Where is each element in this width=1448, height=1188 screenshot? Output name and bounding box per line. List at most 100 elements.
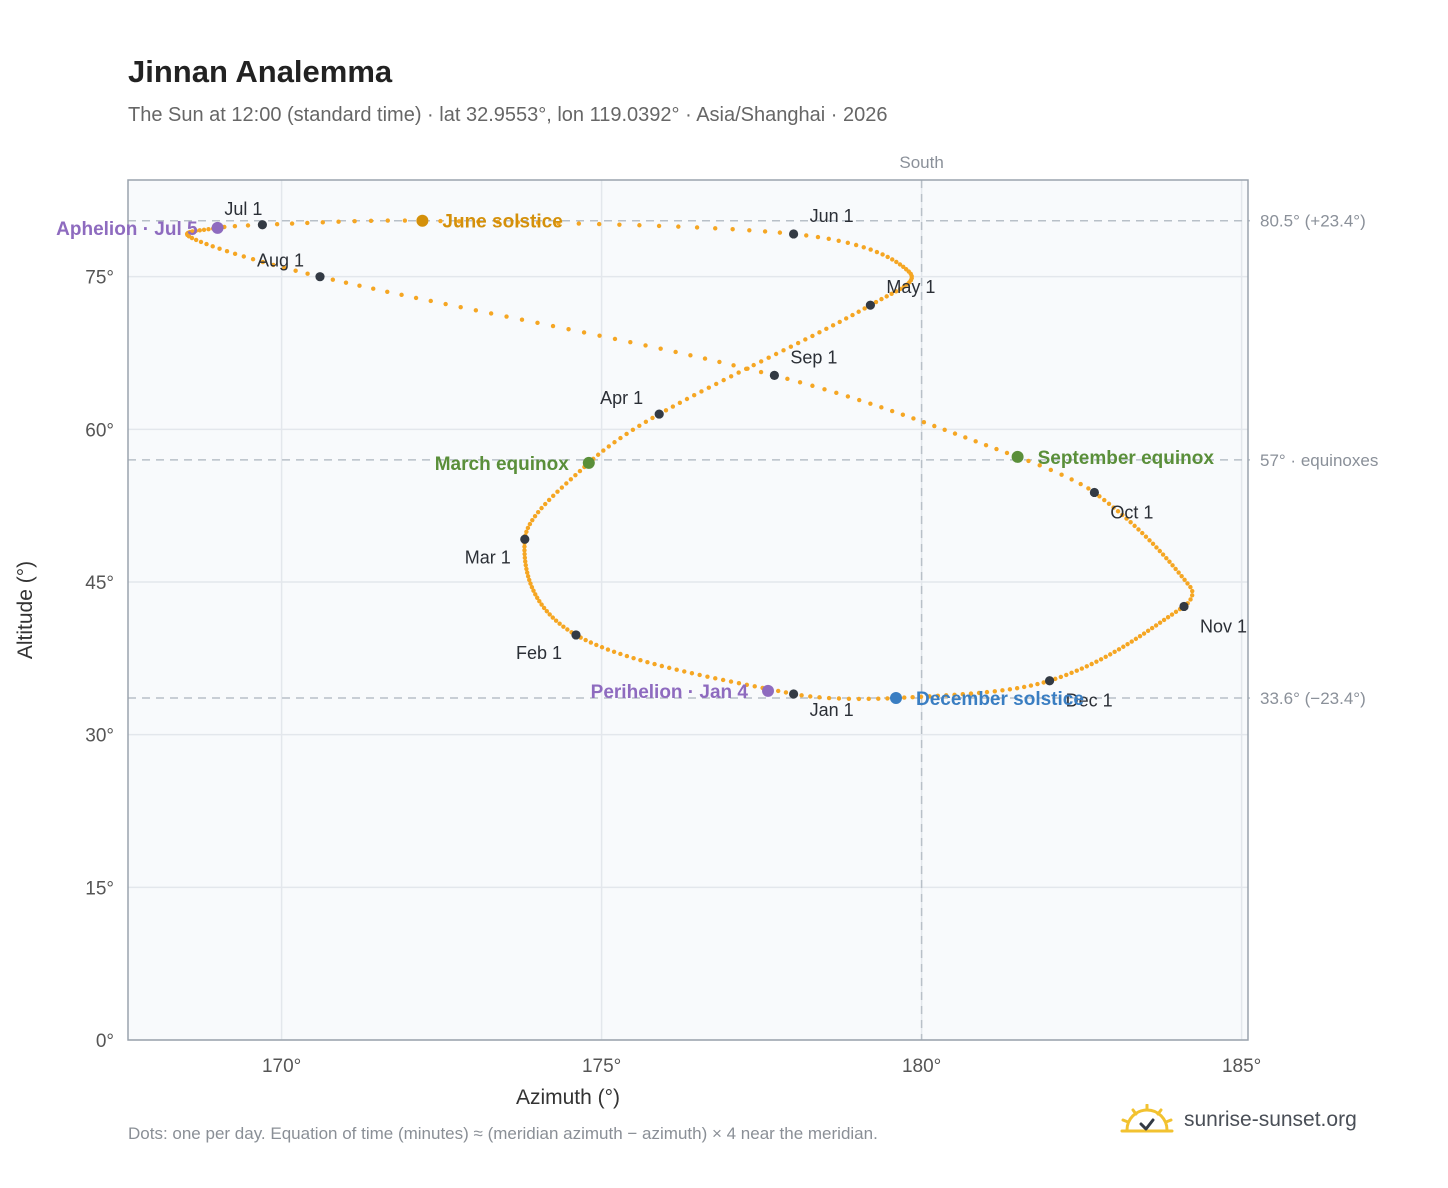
- daily-sun-dot: [927, 694, 932, 699]
- daily-sun-dot: [944, 693, 949, 698]
- daily-sun-dot: [837, 319, 842, 325]
- daily-sun-dot: [845, 240, 851, 246]
- daily-sun-dot: [1041, 680, 1046, 685]
- daily-sun-dot: [488, 311, 494, 316]
- daily-sun-dot: [1157, 548, 1163, 554]
- daily-sun-dot: [612, 336, 618, 342]
- daily-sun-dot: [293, 268, 298, 273]
- daily-sun-dot: [1154, 545, 1159, 550]
- brand[interactable]: sunrise-sunset.org: [1120, 1104, 1357, 1136]
- daily-sun-dot: [903, 267, 909, 272]
- daily-sun-dot: [822, 387, 827, 392]
- daily-sun-dot: [1188, 584, 1193, 590]
- daily-sun-dot: [880, 252, 885, 257]
- daily-sun-dot: [1140, 530, 1145, 536]
- daily-sun-dot: [1028, 683, 1034, 688]
- month-marker-label: Sep 1: [790, 347, 837, 367]
- daily-sun-dot: [528, 581, 533, 586]
- daily-sun-dot: [826, 236, 831, 242]
- daily-sun-dot: [857, 397, 862, 403]
- daily-sun-dot: [1189, 593, 1195, 598]
- daily-sun-dot: [713, 676, 718, 681]
- daily-sun-dot: [193, 228, 199, 234]
- daily-sun-dot: [1069, 670, 1074, 676]
- month-marker-dot: [1089, 487, 1099, 498]
- daily-sun-dot: [689, 671, 695, 676]
- daily-sun-dot: [1136, 527, 1141, 532]
- daily-sun-dot: [522, 551, 527, 557]
- daily-sun-dot: [1129, 639, 1134, 644]
- daily-sun-dot: [861, 245, 866, 250]
- plot-frame: [127, 179, 1249, 1041]
- daily-sun-dot: [902, 695, 907, 700]
- month-marker-dot: [315, 272, 325, 282]
- daily-sun-dot: [983, 442, 989, 448]
- daily-sun-dot: [561, 624, 566, 629]
- daily-sun-dot: [210, 244, 215, 249]
- daily-sun-dot: [368, 218, 374, 224]
- daily-sun-dot: [539, 602, 544, 607]
- daily-sun-dot: [535, 320, 540, 326]
- daily-sun-dot: [428, 298, 433, 304]
- month-marker-dot: [654, 409, 664, 419]
- daily-sun-dot: [289, 221, 295, 226]
- daily-sun-dot: [1150, 541, 1156, 547]
- month-marker-dot: [571, 630, 581, 640]
- daily-sun-dot: [224, 249, 230, 254]
- daily-sun-dot: [541, 605, 547, 611]
- daily-sun-dot: [1161, 617, 1167, 623]
- daily-sun-dot: [866, 696, 871, 702]
- daily-sun-dot: [523, 559, 528, 564]
- daily-sun-dot: [1059, 472, 1064, 477]
- event-marker-label: March equinox: [435, 454, 570, 475]
- daily-sun-dot: [305, 220, 310, 226]
- month-marker-label: Feb 1: [516, 643, 562, 663]
- daily-sun-dot: [250, 257, 256, 262]
- daily-sun-dot: [1143, 534, 1149, 539]
- month-marker-dot: [257, 220, 267, 230]
- daily-sun-dot: [773, 351, 779, 357]
- daily-sun-dot: [682, 669, 687, 674]
- daily-sun-dot: [659, 663, 665, 669]
- x-tick-label: 180°: [902, 1056, 941, 1077]
- daily-sun-dot: [731, 363, 736, 368]
- y-axis-title: Altitude (°): [14, 561, 37, 659]
- daily-sun-dot: [1132, 523, 1137, 529]
- daily-sun-dot: [1157, 620, 1163, 625]
- daily-sun-dot: [992, 689, 997, 694]
- daily-sun-dot: [879, 405, 884, 410]
- daily-sun-dot: [336, 219, 341, 224]
- daily-sun-dot: [736, 681, 742, 686]
- event-marker-label: December solstice: [916, 689, 1084, 710]
- month-marker-dot: [789, 229, 799, 239]
- daily-sun-dot: [618, 651, 623, 657]
- daily-sun-dot: [274, 222, 280, 227]
- month-marker-label: Dec 1: [1066, 691, 1113, 711]
- daily-sun-dot: [443, 301, 448, 307]
- daily-sun-dot: [691, 393, 697, 398]
- daily-sun-dot: [845, 394, 851, 399]
- daily-sun-dot: [547, 612, 552, 617]
- month-marker-label: May 1: [886, 277, 935, 297]
- daily-sun-dot: [783, 690, 789, 695]
- daily-sun-dot: [721, 377, 726, 383]
- daily-sun-dot: [559, 485, 565, 490]
- daily-sun-dot: [830, 323, 836, 328]
- daily-sun-dot: [762, 229, 768, 234]
- daily-sun-dot: [596, 221, 602, 227]
- daily-sun-dot: [1094, 659, 1099, 664]
- daily-sun-dot: [876, 696, 881, 701]
- month-marker-dot: [769, 370, 780, 381]
- sun-logo-icon: [1120, 1104, 1174, 1133]
- daily-sun-dot: [577, 468, 583, 474]
- daily-sun-dot: [551, 493, 556, 499]
- event-marker-dot: [211, 221, 224, 234]
- daily-sun-dot: [1035, 681, 1040, 687]
- month-marker-label: Aug 1: [257, 251, 304, 271]
- daily-sun-dot: [694, 225, 700, 230]
- daily-sun-dot: [1004, 450, 1010, 456]
- daily-sun-dot: [330, 277, 336, 282]
- daily-sun-dot: [524, 566, 529, 572]
- daily-sun-dot: [599, 645, 605, 650]
- daily-sun-dot: [817, 695, 822, 700]
